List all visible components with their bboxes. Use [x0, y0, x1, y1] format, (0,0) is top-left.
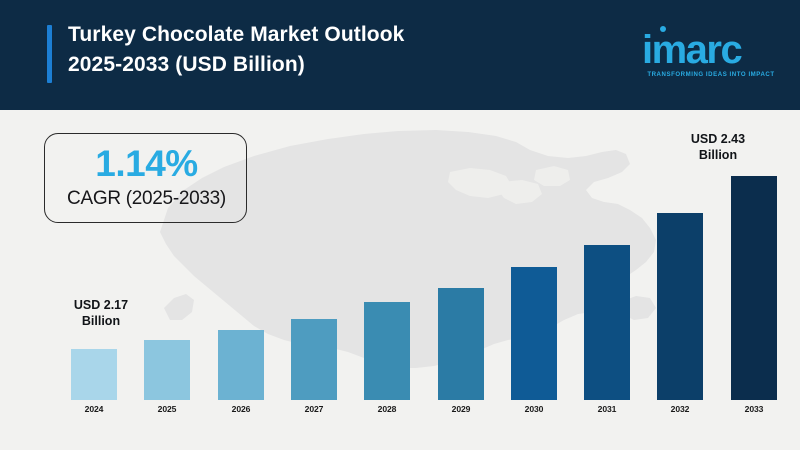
bar-label-2031: 2031 [597, 404, 617, 414]
end-value-callout: USD 2.43 Billion [663, 131, 773, 163]
cagr-label: CAGR (2025-2033) [67, 188, 226, 209]
bar-label-2024: 2024 [84, 404, 104, 414]
bar-2025 [144, 340, 190, 400]
start-value-line-2: Billion [81, 314, 121, 328]
bar-2026 [218, 330, 264, 400]
cagr-value: 1.14% [95, 143, 198, 184]
bar-label-2026: 2026 [231, 404, 251, 414]
header-accent-bar [47, 25, 52, 83]
bar-2024 [71, 349, 117, 400]
bar-label-2030: 2030 [524, 404, 544, 414]
bar-2031 [584, 245, 630, 400]
bar-label-2028: 2028 [377, 404, 397, 414]
logo-tagline: TRANSFORMING IDEAS INTO IMPACT [647, 71, 775, 78]
page-title-line-1: Turkey Chocolate Market Outlook [68, 23, 405, 46]
bar-2029 [438, 288, 484, 400]
end-value-line-2: Billion [698, 148, 738, 162]
cagr-callout-box: 1.14% CAGR (2025-2033) [44, 133, 247, 223]
bar-label-2029: 2029 [451, 404, 471, 414]
logo-wordmark: imarc [642, 28, 743, 72]
bar-2032 [657, 213, 703, 400]
bar-label-2025: 2025 [157, 404, 177, 414]
bar-label-2033: 2033 [744, 404, 764, 414]
page-title-line-2: 2025-2033 (USD Billion) [68, 53, 305, 76]
imarc-logo: imarc TRANSFORMING IDEAS INTO IMPACT [642, 26, 778, 84]
bar-2028 [364, 302, 410, 400]
page-title: Turkey Chocolate Market Outlook 2025-203… [68, 20, 628, 80]
bar-label-2032: 2032 [670, 404, 690, 414]
logo-dot-icon [660, 26, 666, 32]
bar-2030 [511, 267, 557, 400]
bar-2033 [731, 176, 777, 400]
header-banner: Turkey Chocolate Market Outlook 2025-203… [0, 0, 800, 110]
start-value-line-1: USD 2.17 [73, 298, 129, 312]
start-value-callout: USD 2.17 Billion [46, 297, 156, 329]
end-value-line-1: USD 2.43 [690, 132, 746, 146]
bar-2027 [291, 319, 337, 400]
bar-label-2027: 2027 [304, 404, 324, 414]
